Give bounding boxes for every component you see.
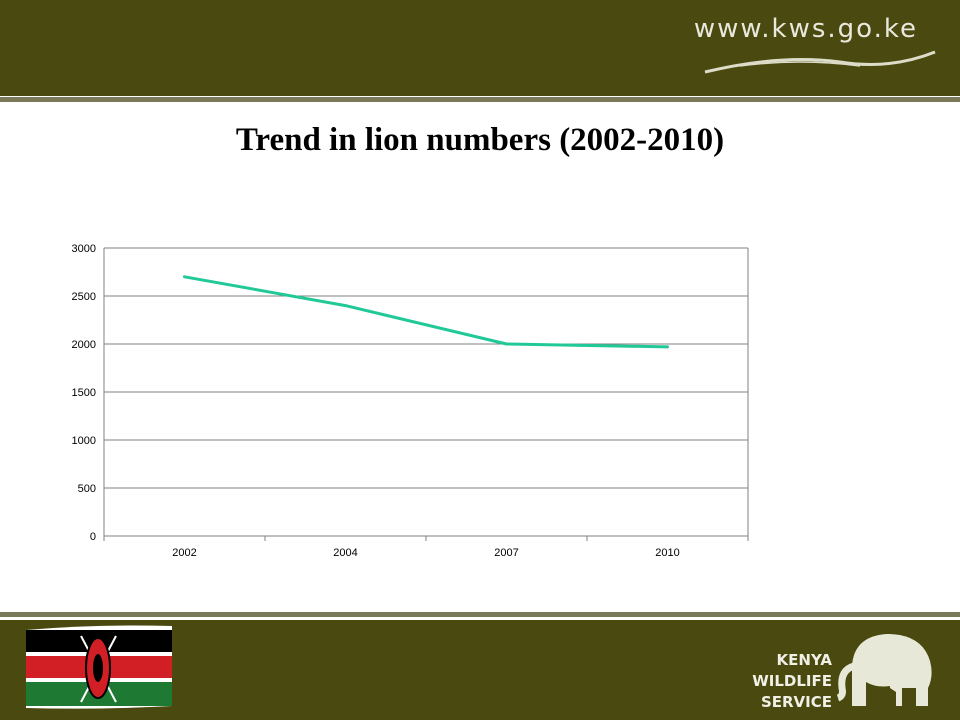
kws-line-1: KENYA — [776, 651, 832, 669]
header-divider — [0, 97, 960, 102]
y-tick-label: 500 — [78, 483, 96, 495]
series-line — [184, 275, 668, 349]
y-tick-label: 0 — [90, 531, 96, 543]
data-point — [505, 342, 508, 346]
footer-divider — [0, 612, 960, 617]
elephant-logo-icon — [836, 634, 932, 706]
y-tick-label: 3000 — [72, 243, 96, 255]
x-tick-label: 2010 — [655, 547, 679, 559]
slide-title: Trend in lion numbers (2002-2010) — [235, 122, 725, 158]
y-tick-label: 1500 — [72, 387, 96, 399]
header-band — [0, 0, 960, 96]
y-tick-label: 2500 — [72, 291, 96, 303]
y-tick-label: 1000 — [72, 435, 96, 447]
kenya-flag-icon — [26, 625, 172, 709]
y-tick-label: 2000 — [72, 339, 96, 351]
site-url[interactable]: www.kws.go.ke — [693, 14, 918, 44]
data-point — [344, 304, 347, 308]
kws-wordmark: KENYA WILDLIFE SERVICE — [752, 650, 832, 713]
x-tick-label: 2002 — [172, 547, 196, 559]
kws-line-3: SERVICE — [760, 693, 832, 711]
brush-swoosh — [704, 50, 936, 74]
kws-line-2: WILDLIFE — [752, 672, 832, 690]
x-tick-label: 2004 — [333, 547, 357, 559]
data-point — [666, 345, 669, 349]
x-tick-label: 2007 — [494, 547, 518, 559]
data-point — [183, 275, 186, 279]
